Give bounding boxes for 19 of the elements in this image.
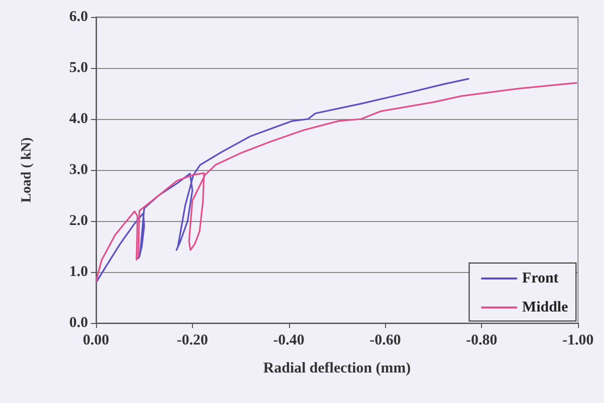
x-tick-label: -1.00 (562, 332, 594, 348)
y-tick-label: 4.0 (69, 111, 88, 127)
line-series (95, 78, 470, 284)
x-tick-label: -0.40 (273, 332, 304, 348)
y-tick-label: 3.0 (69, 162, 88, 178)
x-tick-label: -0.20 (176, 332, 208, 348)
line-series (95, 82, 578, 283)
y-tick-label: 5.0 (69, 60, 88, 76)
y-tick-label: 2.0 (69, 213, 88, 229)
x-tick-label: -0.60 (370, 332, 401, 348)
y-tick-label: 0.0 (69, 315, 88, 331)
legend-label: Front (522, 270, 559, 286)
y-tick-label: 6.0 (69, 9, 88, 25)
legend-label: Middle (522, 300, 568, 316)
y-tick-label: 1.0 (69, 264, 88, 280)
x-tick-label: 0.00 (82, 332, 110, 348)
x-axis-title: Radial deflection (mm) (263, 360, 411, 376)
y-axis-title: Load ( kN) (20, 136, 34, 203)
x-tick-label: -0.80 (466, 332, 498, 348)
